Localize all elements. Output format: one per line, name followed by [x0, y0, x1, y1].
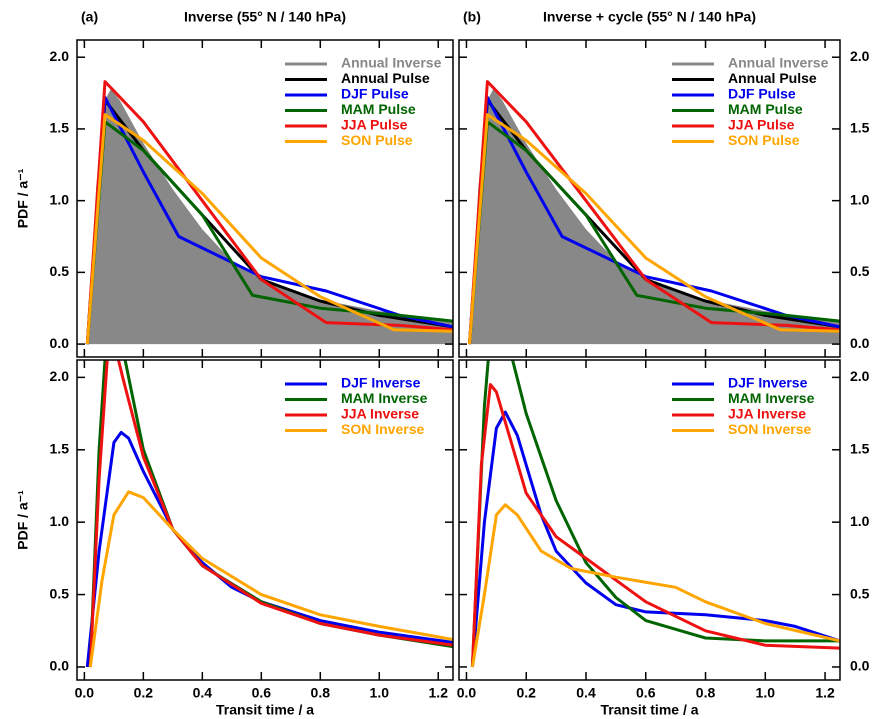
plot-area — [85, 80, 453, 345]
x-tick-label: 1.0 — [756, 685, 776, 701]
line — [88, 490, 453, 668]
y-tick-label: 1.0 — [50, 513, 70, 529]
line — [85, 95, 453, 345]
line — [468, 120, 840, 345]
y-tick-label: 0.0 — [50, 335, 70, 351]
line — [85, 113, 453, 345]
line — [85, 430, 453, 668]
plot-area — [468, 80, 840, 345]
legend-label: Annual Inverse — [341, 55, 442, 71]
line — [88, 360, 453, 668]
line — [470, 503, 840, 668]
x-tick-label: 0.6 — [636, 685, 656, 701]
legend-label: SON Inverse — [341, 421, 424, 437]
x-tick-label: 0.0 — [75, 685, 95, 701]
x-tick-label: 1.2 — [815, 685, 835, 701]
x-tick-label: 1.2 — [429, 685, 449, 701]
chart-title: Inverse (55° N / 140 hPa) — [184, 9, 346, 25]
line — [85, 120, 453, 345]
legend-label: JJA Inverse — [728, 406, 806, 422]
plot-area — [85, 360, 453, 668]
y-tick-label: 1.0 — [850, 191, 870, 207]
y-axis-label: PDF / a⁻¹ — [15, 490, 31, 550]
legend-label: JJA Pulse — [728, 117, 795, 133]
x-axis-label: Transit time / a — [600, 702, 698, 718]
frame — [76, 359, 454, 681]
panel: 0.0 0.2 0.4 0.6 0.8 1.0 1.2 0.0 0.5 1.0 1.5 2.0 Tran… — [15, 359, 454, 718]
panel: 0.0 0.5 1.0 1.5 2.0 (b) Inverse + cycle (55° N… — [458, 9, 870, 358]
x-tick-label: 0.0 — [457, 685, 477, 701]
x-tick-label: 0.4 — [576, 685, 596, 701]
y-tick-label: 1.5 — [50, 440, 70, 456]
line — [470, 360, 840, 668]
line — [88, 360, 453, 668]
x-tick-label: 0.6 — [252, 685, 272, 701]
x-axis-label: Transit time / a — [216, 702, 314, 718]
y-tick-label: 2.0 — [50, 368, 70, 384]
line — [470, 383, 840, 668]
legend-label: MAM Inverse — [728, 390, 815, 406]
legend-label: Annual Inverse — [728, 55, 829, 71]
panel: 0.0 0.5 1.0 1.5 2.0 (a) Inverse (55° N / 140 h… — [15, 9, 454, 358]
legend-label: SON Pulse — [728, 132, 800, 148]
y-tick-label: 0.5 — [850, 263, 870, 279]
legend-label: DJF Pulse — [728, 86, 796, 102]
area — [87, 88, 453, 345]
x-tick-label: 0.8 — [696, 685, 716, 701]
area — [469, 88, 840, 345]
y-tick-label: 2.0 — [850, 368, 870, 384]
frame — [76, 39, 454, 358]
panel-label: (a) — [81, 9, 98, 25]
y-tick-label: 0.0 — [50, 658, 70, 674]
y-tick-label: 1.5 — [850, 440, 870, 456]
legend-label: DJF Inverse — [341, 375, 421, 391]
y-tick-label: 1.5 — [50, 120, 70, 136]
legend-label: JJA Inverse — [341, 406, 419, 422]
y-tick-label: 1.0 — [50, 191, 70, 207]
x-tick-label: 0.8 — [311, 685, 331, 701]
legend-label: MAM Pulse — [341, 101, 416, 117]
frame — [458, 359, 841, 681]
panel: 0.0 0.2 0.4 0.6 0.8 1.0 1.2 0.0 0.5 1.0 1.5 2.0 Tran… — [457, 359, 870, 718]
panel-label: (b) — [463, 9, 481, 25]
legend-label: SON Inverse — [728, 421, 811, 437]
legend-label: Annual Pulse — [728, 70, 817, 86]
legend-label: Annual Pulse — [341, 70, 430, 86]
line — [85, 80, 453, 345]
line — [468, 113, 840, 345]
legend-label: DJF Pulse — [341, 86, 409, 102]
y-tick-label: 0.5 — [50, 585, 70, 601]
x-tick-label: 0.2 — [517, 685, 537, 701]
legend-label: JJA Pulse — [341, 117, 408, 133]
y-tick-label: 0.0 — [850, 658, 870, 674]
y-tick-label: 1.0 — [850, 513, 870, 529]
line — [468, 80, 840, 345]
y-tick-label: 0.0 — [850, 335, 870, 351]
legend-label: DJF Inverse — [728, 375, 808, 391]
legend-label: MAM Inverse — [341, 390, 428, 406]
x-tick-label: 0.4 — [193, 685, 213, 701]
x-tick-label: 0.2 — [134, 685, 154, 701]
y-tick-label: 1.5 — [850, 120, 870, 136]
legend-label: MAM Pulse — [728, 101, 803, 117]
y-tick-label: 0.5 — [850, 585, 870, 601]
plot-area — [470, 360, 840, 668]
frame — [458, 39, 841, 358]
legend-label: SON Pulse — [341, 132, 413, 148]
y-tick-label: 0.5 — [50, 263, 70, 279]
y-tick-label: 2.0 — [50, 48, 70, 64]
x-tick-label: 1.0 — [370, 685, 390, 701]
line — [468, 95, 840, 345]
chart-title: Inverse + cycle (55° N / 140 hPa) — [543, 9, 756, 25]
y-axis-label: PDF / a⁻¹ — [15, 168, 31, 228]
y-tick-label: 2.0 — [850, 48, 870, 64]
